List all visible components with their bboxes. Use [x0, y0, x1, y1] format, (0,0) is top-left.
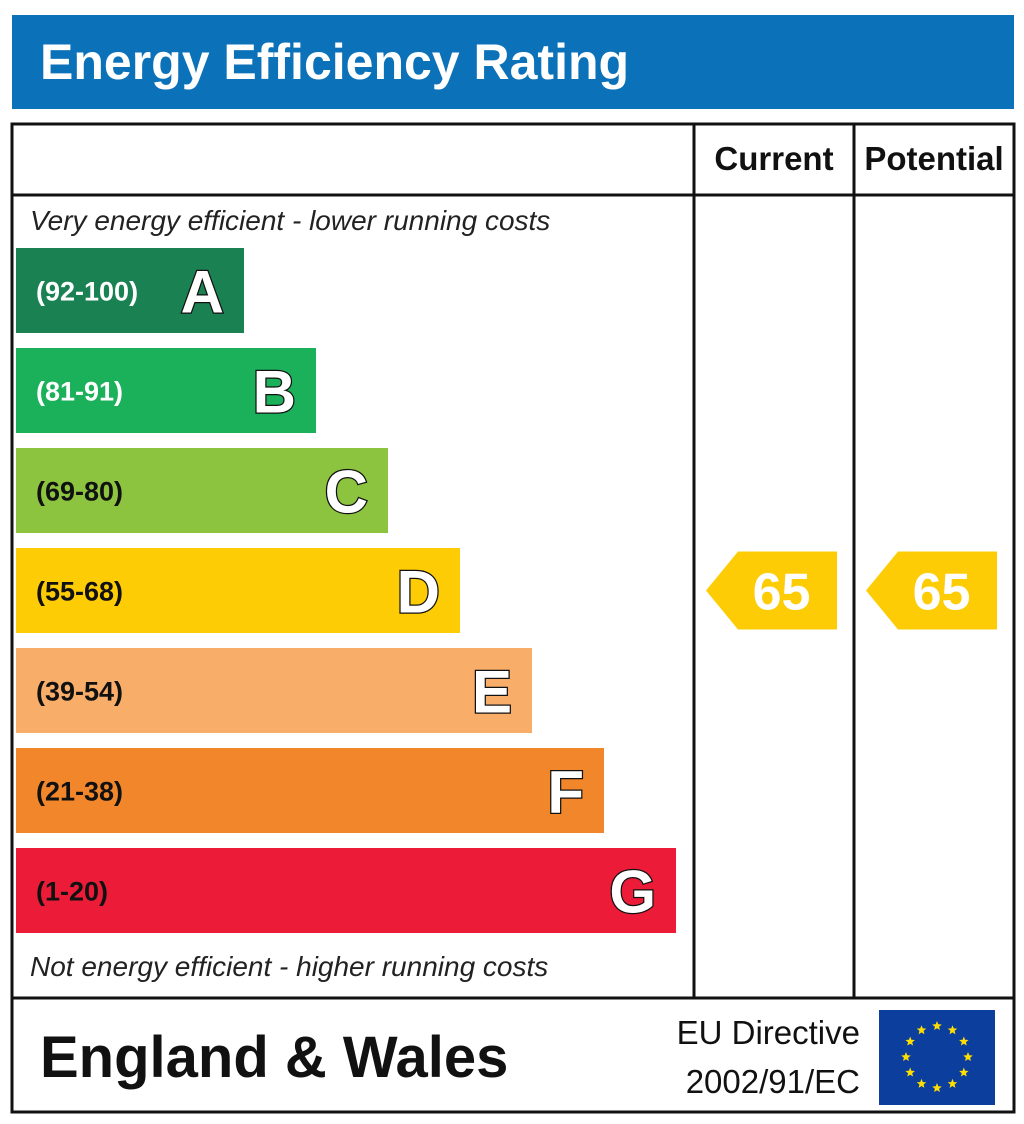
page-title: Energy Efficiency Rating: [40, 34, 630, 90]
band-bar-g: [16, 848, 676, 933]
band-range-label: (21-38): [36, 777, 123, 807]
flag-star: [901, 1052, 911, 1061]
band-letter-label: E: [472, 659, 512, 726]
band-e: (39-54) E: [16, 648, 532, 733]
current-rating-arrow: 65: [706, 551, 837, 630]
flag-star: [905, 1036, 915, 1046]
flag-star: [947, 1025, 958, 1035]
region-label: England & Wales: [40, 1025, 508, 1090]
flag-star: [932, 1021, 942, 1030]
band-letter-label: A: [181, 259, 224, 326]
title-banner: Energy Efficiency Rating: [12, 15, 1014, 109]
band-range-label: (69-80): [36, 477, 123, 507]
band-c: (69-80) C: [16, 448, 388, 533]
band-range-label: (55-68): [36, 577, 123, 607]
flag-star: [932, 1083, 942, 1092]
directive-line-1: EU Directive: [677, 1014, 860, 1051]
band-range-label: (92-100): [36, 277, 138, 307]
band-range-label: (1-20): [36, 877, 108, 907]
band-bar-d: [16, 548, 460, 633]
flag-star: [947, 1078, 958, 1088]
flag-star: [916, 1078, 927, 1088]
band-bar-b: [16, 348, 316, 433]
rating-arrows: 65 65: [706, 551, 997, 630]
potential-column-header: Potential: [864, 140, 1003, 177]
potential-rating-arrow-value: 65: [913, 564, 971, 622]
band-range-label: (39-54): [36, 677, 123, 707]
band-range-label: (81-91): [36, 377, 123, 407]
flag-star: [916, 1025, 927, 1035]
band-f: (21-38) F: [16, 748, 604, 833]
band-letter-label: C: [325, 459, 368, 526]
top-note: Very energy efficient - lower running co…: [30, 205, 550, 236]
band-bar-c: [16, 448, 388, 533]
current-column-header: Current: [714, 140, 833, 177]
current-rating-arrow-shape: [706, 551, 837, 630]
current-rating-arrow-value: 65: [753, 564, 811, 622]
band-letter-label: B: [253, 359, 296, 426]
potential-rating-arrow-shape: [866, 551, 997, 630]
directive-line-2: 2002/91/EC: [686, 1063, 860, 1100]
table-frame: [10, 122, 1016, 1114]
bottom-note: Not energy efficient - higher running co…: [30, 951, 548, 982]
band-b: (81-91) B: [16, 348, 316, 433]
flag-star: [959, 1067, 969, 1077]
band-letter-label: F: [547, 759, 584, 826]
flag-star: [905, 1067, 915, 1077]
band-d: (55-68) D: [16, 548, 460, 633]
potential-rating-arrow: 65: [866, 551, 997, 630]
flag-star: [959, 1036, 969, 1046]
band-bar-f: [16, 748, 604, 833]
band-a: (92-100) A: [16, 248, 244, 333]
eu-flag-icon: [879, 1010, 995, 1105]
rating-bands: (92-100) A (81-91) B (69-80) C (55-68) D (39-54)…: [16, 248, 676, 933]
band-letter-label: D: [397, 559, 440, 626]
band-bar-e: [16, 648, 532, 733]
band-g: (1-20) G: [16, 848, 676, 933]
flag-star: [963, 1052, 973, 1061]
band-bar-a: [16, 248, 244, 333]
band-letter-label: G: [609, 859, 656, 926]
